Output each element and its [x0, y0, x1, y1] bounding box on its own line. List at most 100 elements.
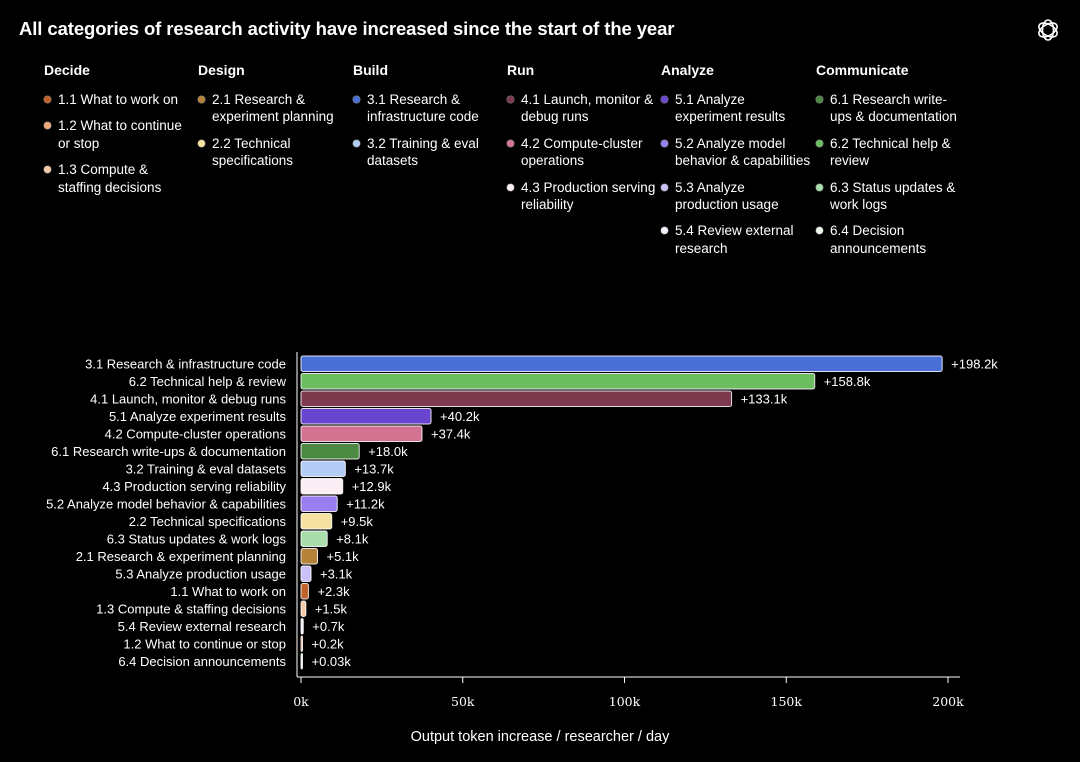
- legend-label: 6.3 Status updates & work logs: [830, 179, 956, 213]
- legend-dot-icon: [198, 96, 205, 103]
- x-tick-label: 50k: [451, 694, 475, 709]
- legend-dot-icon: [198, 139, 205, 147]
- legend-dot-icon: [816, 139, 823, 147]
- category-title: Communicate: [816, 62, 909, 78]
- x-axis-label: Output token increase / researcher / day: [410, 729, 670, 745]
- legend-dot-icon: [816, 96, 823, 103]
- legend-item: 1.1 What to work on: [44, 91, 194, 108]
- bar: [300, 373, 816, 390]
- data-label: +40.2k: [440, 409, 480, 424]
- legend-item: 5.2 Analyze model behavior & capabilitie…: [661, 135, 811, 170]
- legend-dot-icon: [44, 166, 51, 174]
- data-label: +12.9k: [352, 479, 392, 494]
- legend-label: 3.2 Training & eval datasets: [367, 135, 479, 169]
- category-tick-label: 1.3 Compute & staffing decisions: [96, 601, 286, 616]
- legend-item: 6.1 Research write-ups & documentation: [816, 91, 966, 126]
- legend-dot-icon: [661, 139, 668, 147]
- data-label: +5.1k: [326, 549, 359, 564]
- legend-item: 4.2 Compute-cluster operations: [507, 135, 657, 170]
- legend-dot-icon: [353, 139, 360, 147]
- data-label: +0.03k: [312, 654, 352, 669]
- category-column-design: Design 2.1 Research & experiment planning…: [198, 62, 348, 179]
- category-tick-label: 3.2 Training & eval datasets: [126, 461, 287, 476]
- legend-item: 4.3 Production serving reliability: [507, 179, 657, 214]
- bar: [300, 443, 360, 460]
- category-tick-label: 6.4 Decision announcements: [118, 654, 286, 669]
- legend-item: 2.2 Technical specifications: [198, 135, 348, 170]
- data-label: +8.1k: [336, 531, 369, 546]
- legend-label: 6.4 Decision announcements: [830, 223, 927, 256]
- legend-dot-icon: [44, 96, 51, 103]
- legend-item: 2.1 Research & experiment planning: [198, 91, 348, 126]
- legend-label: 5.2 Analyze model behavior & capabilitie…: [675, 135, 811, 169]
- legend-dot-icon: [507, 96, 514, 103]
- legend-dot-icon: [507, 139, 514, 147]
- legend-item: 5.1 Analyze experiment results: [661, 91, 811, 126]
- category-tick-label: 1.1 What to work on: [170, 584, 286, 599]
- category-column-run: Run 4.1 Launch, monitor & debug runs 4.2 C…: [507, 62, 657, 222]
- category-title: Build: [353, 62, 388, 78]
- legend-item: 6.3 Status updates & work logs: [816, 179, 966, 214]
- x-tick-label: 200k: [932, 694, 964, 709]
- category-column-build: Build 3.1 Research & infrastructure code 3…: [353, 62, 503, 179]
- bar: [300, 495, 338, 512]
- data-label: +0.7k: [312, 619, 345, 634]
- category-title: Analyze: [661, 62, 714, 78]
- legend-label: 4.3 Production serving reliability: [521, 179, 656, 213]
- bar: [300, 425, 423, 442]
- data-label: +11.2k: [346, 496, 385, 511]
- data-label: +1.5k: [315, 601, 348, 616]
- category-title: Design: [198, 62, 245, 78]
- bar: [300, 635, 303, 652]
- x-tick-label: 0k: [293, 694, 309, 709]
- x-tick-label: 100k: [609, 694, 641, 709]
- category-tick-label: 4.3 Production serving reliability: [102, 479, 286, 494]
- legend-dot-icon: [661, 183, 668, 191]
- legend-label: 1.3 Compute & staffing decisions: [58, 162, 162, 195]
- category-tick-label: 6.2 Technical help & review: [129, 374, 287, 389]
- legend-item: 1.3 Compute & staffing decisions: [44, 161, 194, 196]
- data-label: +133.1k: [741, 391, 788, 406]
- legend-item: 5.4 Review external research: [661, 222, 811, 257]
- bar: [300, 478, 344, 495]
- legend-label: 1.2 What to continue or stop: [58, 118, 182, 151]
- legend-dot-icon: [661, 96, 668, 103]
- category-tick-label: 6.3 Status updates & work logs: [107, 531, 287, 546]
- chart-title: All categories of research activity have…: [19, 18, 675, 39]
- data-label: +13.7k: [354, 461, 394, 476]
- bar-chart: 3.1 Research & infrastructure code +198.2…: [46, 352, 998, 709]
- category-tick-label: 3.1 Research & infrastructure code: [85, 356, 286, 371]
- legend-label: 5.1 Analyze experiment results: [675, 92, 786, 125]
- bar: [300, 460, 346, 477]
- bar: [300, 548, 318, 565]
- bar: [300, 408, 432, 425]
- legend-label: 2.1 Research & experiment planning: [212, 92, 334, 125]
- legend-label: 5.3 Analyze production usage: [675, 179, 779, 213]
- legend-label: 6.2 Technical help & review: [830, 135, 951, 169]
- data-label: +18.0k: [368, 444, 408, 459]
- legend-item: 6.4 Decision announcements: [816, 222, 966, 257]
- data-label: +158.8k: [824, 374, 871, 389]
- legend-dot-icon: [661, 227, 668, 235]
- category-tick-label: 5.1 Analyze experiment results: [109, 409, 287, 424]
- legend-label: 4.2 Compute-cluster operations: [521, 135, 643, 169]
- bar: [300, 565, 312, 582]
- category-tick-label: 2.2 Technical specifications: [129, 514, 287, 529]
- data-label: +0.2k: [312, 636, 345, 651]
- category-tick-label: 5.2 Analyze model behavior & capabilitie…: [46, 496, 286, 511]
- openai-logo-icon: [1038, 19, 1058, 41]
- category-tick-label: 1.2 What to continue or stop: [123, 636, 286, 651]
- bar: [300, 530, 328, 547]
- legend-dot-icon: [44, 122, 51, 130]
- legend-dot-icon: [353, 96, 360, 103]
- category-column-communicate: Communicate 6.1 Research write-ups & docu…: [816, 62, 966, 266]
- category-column-decide: Decide 1.1 What to work on 1.2 What to con…: [44, 62, 194, 205]
- category-tick-label: 5.3 Analyze production usage: [115, 566, 286, 581]
- legend-item: 1.2 What to continue or stop: [44, 117, 194, 152]
- category-tick-label: 5.4 Review external research: [118, 619, 286, 634]
- legend-dot-icon: [816, 227, 823, 235]
- category-tick-label: 4.2 Compute-cluster operations: [105, 426, 287, 441]
- bar: [300, 390, 733, 407]
- category-column-analyze: Analyze 5.1 Analyze experiment results 5.2…: [661, 62, 811, 266]
- data-label: +198.2k: [951, 356, 998, 371]
